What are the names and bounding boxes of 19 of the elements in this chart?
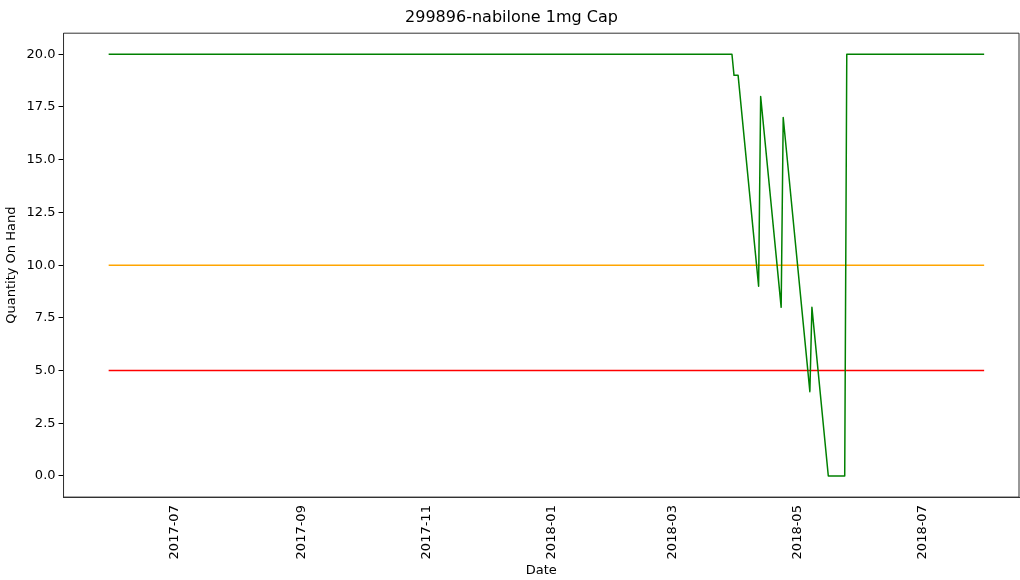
x-axis-title: Date bbox=[525, 561, 557, 577]
y-tick-label: 17.5 bbox=[26, 98, 56, 114]
x-tick-label: 2017-11 bbox=[417, 505, 433, 560]
x-tick-label: 2018-05 bbox=[788, 505, 804, 560]
x-tick-label: 2017-07 bbox=[165, 505, 181, 560]
y-tick-label: 0.0 bbox=[34, 467, 56, 483]
y-tick-label: 20.0 bbox=[26, 45, 56, 61]
x-tick-label: 2018-07 bbox=[914, 505, 930, 560]
chart-title: 299896-nabilone 1mg Cap bbox=[405, 6, 618, 26]
y-tick-label: 2.5 bbox=[34, 414, 56, 430]
x-tick-label: 2017-09 bbox=[292, 505, 308, 560]
y-axis-title: Quantity On Hand bbox=[3, 206, 19, 324]
y-tick-label: 7.5 bbox=[34, 309, 56, 325]
x-tick-label: 2018-03 bbox=[663, 505, 679, 560]
y-tick-label: 12.5 bbox=[26, 203, 56, 219]
y-tick-label: 15.0 bbox=[26, 151, 56, 167]
y-tick-label: 5.0 bbox=[34, 361, 56, 377]
y-tick-label: 10.0 bbox=[26, 256, 56, 272]
x-tick-label: 2018-01 bbox=[542, 505, 558, 560]
